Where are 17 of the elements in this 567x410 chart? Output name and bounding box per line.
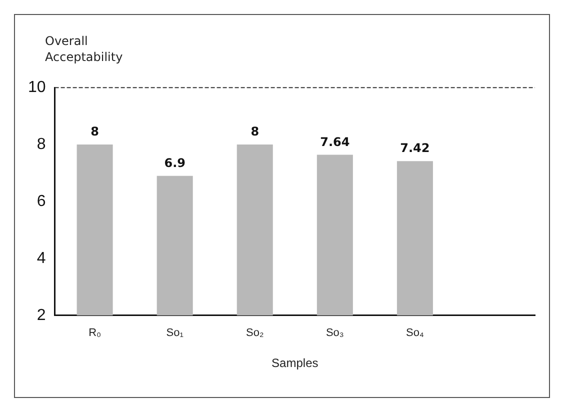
data-label: 7.64: [320, 134, 350, 149]
x-tick-label: So₄: [406, 327, 424, 340]
data-label: 6.9: [164, 156, 186, 170]
y-tick-label: 10: [28, 79, 46, 96]
data-label: 8: [250, 124, 260, 139]
y-axis-title: Overall Acceptability: [45, 33, 124, 65]
x-tick-label: So₃: [326, 327, 344, 340]
y-tick-label: 2: [36, 306, 46, 324]
y-tick-label: 8: [36, 136, 46, 153]
x-tick-label: So₁: [166, 327, 184, 340]
y-tick-label: 4: [36, 250, 46, 267]
x-axis-title: Samples: [272, 356, 318, 370]
x-tick-label: So₂: [246, 327, 264, 340]
y-tick-label: 6: [36, 192, 46, 210]
data-label: 7.42: [400, 141, 430, 156]
data-label: 8: [90, 124, 99, 139]
x-tick-label: R₀: [88, 327, 102, 340]
